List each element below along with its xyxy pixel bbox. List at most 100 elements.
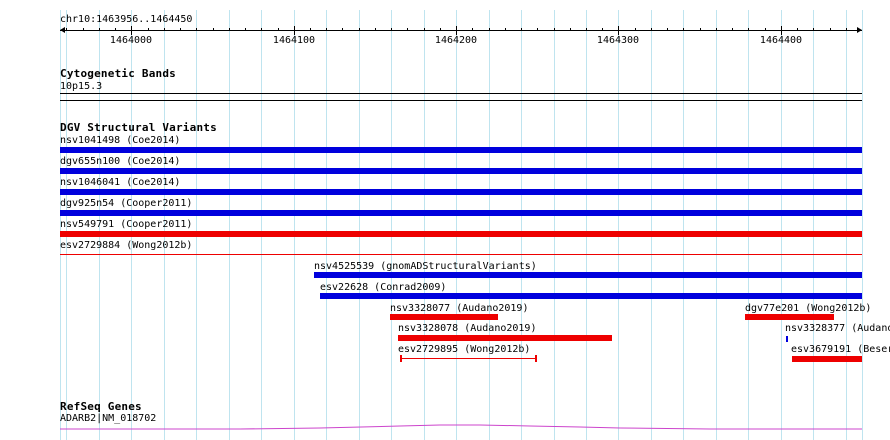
ruler-minor-tick (164, 28, 165, 31)
grid-line (261, 10, 262, 440)
ruler-minor-tick (359, 28, 360, 31)
cytoband-label[interactable]: 10p15.3 (60, 81, 103, 92)
gene-intron-line[interactable] (60, 420, 862, 432)
ruler-minor-tick (716, 28, 717, 31)
grid-line (424, 10, 425, 440)
grid-line (586, 10, 587, 440)
grid-line (554, 10, 555, 440)
ruler-minor-tick (115, 28, 116, 31)
ruler-minor-tick (326, 28, 327, 31)
ruler-minor-tick (375, 28, 376, 31)
track-title-dgv: DGV Structural Variants (60, 121, 217, 134)
ruler-minor-tick (213, 28, 214, 31)
ruler-major-tick (781, 26, 782, 35)
ruler-minor-tick (66, 28, 67, 31)
variant-label[interactable]: esv2729884 (Wong2012b) (60, 240, 193, 251)
grid-edge-line (862, 10, 863, 440)
grid-edge-line (60, 10, 61, 440)
grid-line (391, 10, 392, 440)
variant-bar-gain[interactable] (60, 210, 862, 216)
variant-bar-loss[interactable] (390, 314, 498, 320)
ruler-minor-tick (440, 28, 441, 31)
ruler-major-tick (131, 26, 132, 35)
variant-bar-gain[interactable] (314, 272, 862, 278)
ruler-minor-tick (245, 28, 246, 31)
ruler-minor-tick (570, 28, 571, 31)
gene-label[interactable]: ADARB2|NM_018702 (60, 413, 157, 424)
variant-bar-gain[interactable] (60, 168, 862, 174)
variant-label[interactable]: nsv1046041 (Coe2014) (60, 177, 181, 188)
ruler-tick-label: 1464100 (272, 35, 316, 46)
variant-bar-gain[interactable] (786, 336, 788, 342)
ruler-minor-tick (813, 28, 814, 31)
ruler-minor-tick (196, 28, 197, 31)
grid-line (618, 10, 619, 440)
ruler-left-arrow (60, 27, 65, 33)
location-label: chr10:1463956..1464450 (60, 14, 193, 25)
ruler-minor-tick (261, 28, 262, 31)
variant-label[interactable]: nsv3328077 (Audano2019) (390, 303, 529, 314)
ruler-minor-tick (797, 28, 798, 31)
grid-line (359, 10, 360, 440)
ruler-minor-tick (602, 28, 603, 31)
variant-label[interactable]: dgv77e201 (Wong2012b) (745, 303, 872, 314)
variant-label[interactable]: nsv3328377 (Audano (785, 323, 890, 334)
variant-label[interactable]: dgv655n100 (Coe2014) (60, 156, 181, 167)
ruler-minor-tick (765, 28, 766, 31)
ruler-minor-tick (830, 28, 831, 31)
ruler-minor-tick (342, 28, 343, 31)
variant-label[interactable]: nsv1041498 (Coe2014) (60, 135, 181, 146)
grid-line (229, 10, 230, 440)
variant-label[interactable]: nsv549791 (Cooper2011) (60, 219, 193, 230)
ruler-minor-tick (99, 28, 100, 31)
variant-label[interactable]: nsv4525539 (gnomADStructuralVariants) (314, 261, 537, 272)
ruler-minor-tick (651, 28, 652, 31)
variant-label[interactable]: esv2729895 (Wong2012b) (398, 344, 531, 355)
grid-line (131, 10, 132, 440)
grid-line (813, 10, 814, 440)
grid-line (683, 10, 684, 440)
variant-bar-loss[interactable] (398, 335, 612, 341)
variant-bar-gain[interactable] (320, 293, 862, 299)
track-title-refseq: RefSeq Genes (60, 400, 142, 413)
cytoband-bottom-line (60, 100, 862, 101)
variant-label[interactable]: esv3679191 (Beser (791, 344, 890, 355)
ruler-axis (60, 30, 862, 31)
variant-bar-loss[interactable] (60, 231, 862, 237)
grid-line (748, 10, 749, 440)
ruler-minor-tick (667, 28, 668, 31)
ruler-minor-tick (586, 28, 587, 31)
variant-label[interactable]: dgv925n54 (Cooper2011) (60, 198, 193, 209)
variant-label[interactable]: esv22628 (Conrad2009) (320, 282, 447, 293)
ruler-minor-tick (505, 28, 506, 31)
variant-bar-loss[interactable] (792, 356, 862, 362)
ruler-minor-tick (748, 28, 749, 31)
ruler-tick-label: 1464000 (109, 35, 153, 46)
grid-line (164, 10, 165, 440)
variant-bar-gain[interactable] (60, 147, 862, 153)
variant-label[interactable]: nsv3328078 (Audano2019) (398, 323, 537, 334)
variant-end-cap (535, 355, 537, 362)
ruler-minor-tick (148, 28, 149, 31)
grid-line (781, 10, 782, 440)
ruler-minor-tick (472, 28, 473, 31)
variant-bar-loss[interactable] (745, 314, 834, 320)
ruler-minor-tick (732, 28, 733, 31)
grid-line (326, 10, 327, 440)
ruler-minor-tick (554, 28, 555, 31)
grid-line (456, 10, 457, 440)
ruler-right-arrow (857, 27, 862, 33)
ruler-major-tick (294, 26, 295, 35)
grid-line (651, 10, 652, 440)
grid-line (716, 10, 717, 440)
variant-line-loss[interactable] (60, 254, 862, 255)
ruler-minor-tick (521, 28, 522, 31)
ruler-minor-tick (83, 28, 84, 31)
grid-line (521, 10, 522, 440)
ruler-tick-label: 1464400 (759, 35, 803, 46)
ruler-minor-tick (537, 28, 538, 31)
variant-line-loss[interactable] (400, 358, 537, 359)
variant-bar-gain[interactable] (60, 189, 862, 195)
